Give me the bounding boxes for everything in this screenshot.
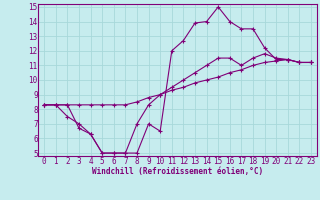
X-axis label: Windchill (Refroidissement éolien,°C): Windchill (Refroidissement éolien,°C) [92, 167, 263, 176]
